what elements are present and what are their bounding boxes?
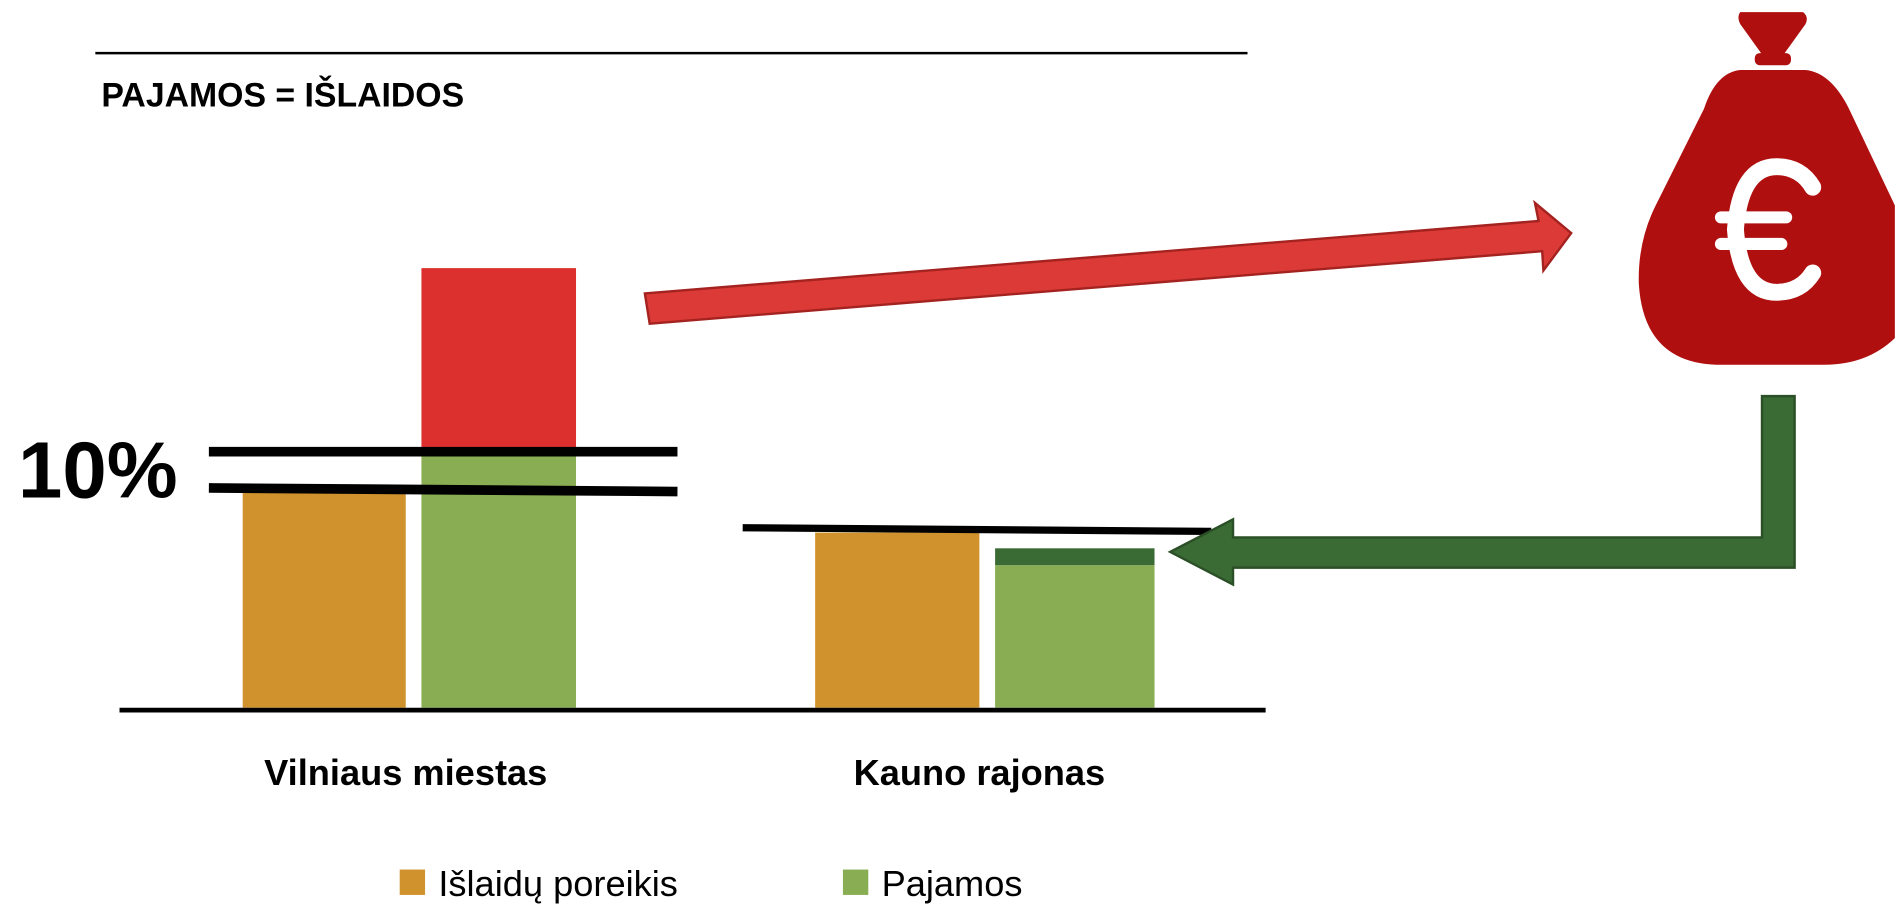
category-label: Kauno rajonas [854,752,1106,793]
annotation: 10% [18,426,178,515]
legend: Išlaidų poreikis Pajamos [399,863,1023,904]
marker-line [742,524,1212,536]
legend-swatch [399,869,426,895]
bar [995,565,1155,708]
arrow [643,199,1573,325]
category-label: Vilniaus miestas [264,752,547,793]
bar-added [995,548,1155,566]
marker-line [208,483,678,497]
title: PAJAMOS = IŠLAIDOS [101,75,464,114]
legend-label: Išlaidų poreikis [438,863,678,904]
legend-label: Pajamos [882,863,1023,904]
arrow [1167,394,1796,587]
money-bag-icon [1638,12,1895,365]
bar-excess [421,268,577,453]
legend-swatch [842,869,869,895]
bar [815,532,980,708]
bar [242,492,406,708]
